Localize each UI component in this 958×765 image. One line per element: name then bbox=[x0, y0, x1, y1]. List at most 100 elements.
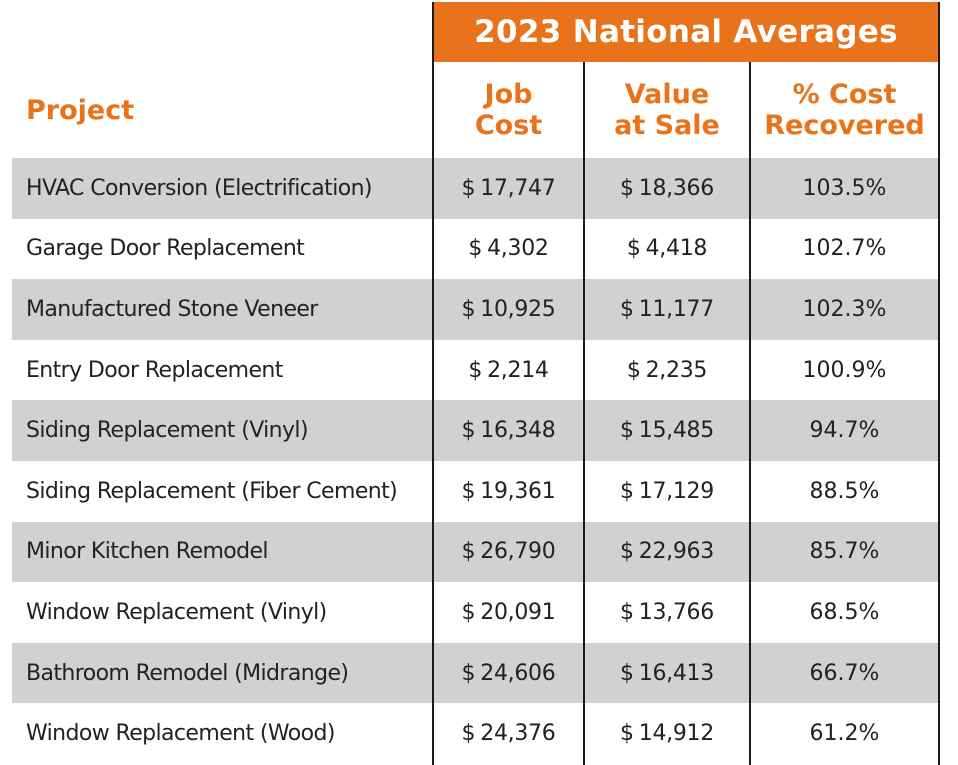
pct-recovered-cell: 85.7% bbox=[809, 539, 880, 565]
value-at-sale-cell: $4,418 bbox=[584, 219, 750, 280]
pct-recovered-cell: 94.7% bbox=[809, 418, 880, 444]
value-at-sale-cell: $15,485 bbox=[584, 400, 750, 461]
value-at-sale-value: 16,413 bbox=[638, 660, 714, 686]
table-row: Garage Door Replacement $4,302 $4,418 10… bbox=[12, 219, 939, 280]
job-cost-value: 24,606 bbox=[480, 660, 556, 686]
table-row: Siding Replacement (Fiber Cement) $19,36… bbox=[12, 461, 939, 522]
column-divider bbox=[938, 2, 940, 765]
table-body: HVAC Conversion (Electrification) $17,74… bbox=[12, 158, 939, 764]
header-value-line1: Value bbox=[624, 79, 710, 110]
column-divider bbox=[749, 62, 751, 765]
value-at-sale-value: 14,912 bbox=[638, 721, 714, 747]
pct-recovered-cell: 66.7% bbox=[809, 660, 880, 686]
currency-symbol: $ bbox=[461, 599, 476, 625]
currency-symbol: $ bbox=[461, 721, 476, 747]
pct-recovered-cell: 88.5% bbox=[809, 478, 880, 504]
job-cost-cell: $4,302 bbox=[433, 219, 584, 280]
header-pct-recovered: % Cost Recovered bbox=[750, 62, 939, 158]
currency-symbol: $ bbox=[620, 418, 634, 444]
value-at-sale-cell: $13,766 bbox=[584, 582, 750, 643]
project-cell: Manufactured Stone Veneer bbox=[26, 296, 318, 322]
value-at-sale-value: 4,418 bbox=[645, 236, 708, 262]
currency-symbol: $ bbox=[620, 175, 634, 201]
currency-symbol: $ bbox=[468, 357, 483, 383]
job-cost-cell: $19,361 bbox=[433, 461, 584, 522]
job-cost-value: 4,302 bbox=[487, 236, 549, 262]
currency-symbol: $ bbox=[620, 660, 634, 686]
value-at-sale-value: 13,766 bbox=[638, 599, 714, 625]
project-cell: Siding Replacement (Fiber Cement) bbox=[26, 478, 398, 504]
job-cost-cell: $20,091 bbox=[433, 582, 584, 643]
table-row: Bathroom Remodel (Midrange) $24,606 $16,… bbox=[12, 642, 939, 704]
value-at-sale-cell: $11,177 bbox=[584, 279, 750, 340]
project-cell: Entry Door Replacement bbox=[26, 357, 283, 383]
table-row: Window Replacement (Vinyl) $20,091 $13,7… bbox=[12, 582, 939, 643]
header-job-cost: Job Cost bbox=[433, 62, 584, 158]
project-cell: Window Replacement (Wood) bbox=[26, 721, 335, 747]
job-cost-cell: $2,214 bbox=[433, 340, 584, 401]
value-at-sale-cell: $2,235 bbox=[584, 340, 750, 401]
currency-symbol: $ bbox=[626, 357, 641, 383]
header-pct-line1: % Cost bbox=[792, 79, 897, 110]
project-cell: Garage Door Replacement bbox=[26, 236, 305, 262]
table-row: Window Replacement (Wood) $24,376 $14,91… bbox=[12, 703, 939, 764]
column-divider bbox=[583, 62, 585, 765]
job-cost-cell: $24,376 bbox=[433, 703, 584, 764]
currency-symbol: $ bbox=[620, 721, 634, 747]
currency-symbol: $ bbox=[620, 539, 634, 565]
job-cost-value: 16,348 bbox=[480, 418, 556, 444]
job-cost-value: 20,091 bbox=[480, 599, 556, 625]
header-job-cost-line2: Cost bbox=[474, 110, 543, 141]
value-at-sale-value: 11,177 bbox=[638, 296, 714, 322]
job-cost-value: 17,747 bbox=[480, 175, 556, 201]
project-cell: HVAC Conversion (Electrification) bbox=[26, 175, 373, 201]
value-at-sale-cell: $14,912 bbox=[584, 703, 750, 764]
header-value-line2: at Sale bbox=[614, 110, 720, 141]
currency-symbol: $ bbox=[626, 236, 641, 262]
header-value-at-sale: Value at Sale bbox=[584, 62, 750, 158]
job-cost-cell: $24,606 bbox=[433, 643, 584, 704]
currency-symbol: $ bbox=[620, 599, 634, 625]
header-job-cost-line1: Job bbox=[484, 79, 533, 110]
table-row: HVAC Conversion (Electrification) $17,74… bbox=[12, 158, 939, 219]
pct-recovered-cell: 103.5% bbox=[802, 175, 887, 201]
pct-recovered-cell: 68.5% bbox=[809, 599, 880, 625]
pct-recovered-cell: 100.9% bbox=[802, 357, 887, 383]
value-at-sale-value: 22,963 bbox=[638, 539, 714, 565]
currency-symbol: $ bbox=[461, 660, 476, 686]
currency-symbol: $ bbox=[461, 296, 476, 322]
table-row: Entry Door Replacement $2,214 $2,235 100… bbox=[12, 340, 939, 401]
project-cell: Window Replacement (Vinyl) bbox=[26, 599, 327, 625]
job-cost-value: 24,376 bbox=[480, 721, 556, 747]
job-cost-value: 19,361 bbox=[480, 478, 556, 504]
header-pct-line2: Recovered bbox=[764, 110, 925, 141]
value-at-sale-cell: $22,963 bbox=[584, 522, 750, 583]
currency-symbol: $ bbox=[620, 478, 634, 504]
job-cost-value: 26,790 bbox=[480, 539, 556, 565]
value-at-sale-cell: $18,366 bbox=[584, 158, 750, 219]
currency-symbol: $ bbox=[461, 175, 476, 201]
currency-symbol: $ bbox=[461, 539, 476, 565]
table-row: Minor Kitchen Remodel $26,790 $22,963 85… bbox=[12, 521, 939, 583]
job-cost-value: 2,214 bbox=[487, 357, 549, 383]
table-banner: 2023 National Averages bbox=[433, 2, 939, 62]
table-row: Manufactured Stone Veneer $10,925 $11,17… bbox=[12, 279, 939, 340]
header-project: Project bbox=[26, 94, 135, 126]
column-divider bbox=[432, 2, 434, 765]
job-cost-cell: $10,925 bbox=[433, 279, 584, 340]
currency-symbol: $ bbox=[620, 296, 634, 322]
pct-recovered-cell: 102.3% bbox=[802, 296, 887, 322]
value-at-sale-cell: $16,413 bbox=[584, 643, 750, 704]
value-at-sale-cell: $17,129 bbox=[584, 461, 750, 522]
table-row: Siding Replacement (Vinyl) $16,348 $15,4… bbox=[12, 400, 939, 461]
job-cost-value: 10,925 bbox=[480, 296, 556, 322]
pct-recovered-cell: 102.7% bbox=[802, 236, 887, 262]
currency-symbol: $ bbox=[461, 478, 476, 504]
project-cell: Bathroom Remodel (Midrange) bbox=[26, 660, 349, 686]
job-cost-cell: $16,348 bbox=[433, 400, 584, 461]
pct-recovered-cell: 61.2% bbox=[809, 721, 880, 747]
value-at-sale-value: 15,485 bbox=[638, 418, 714, 444]
job-cost-cell: $17,747 bbox=[433, 158, 584, 219]
value-at-sale-value: 17,129 bbox=[638, 478, 714, 504]
